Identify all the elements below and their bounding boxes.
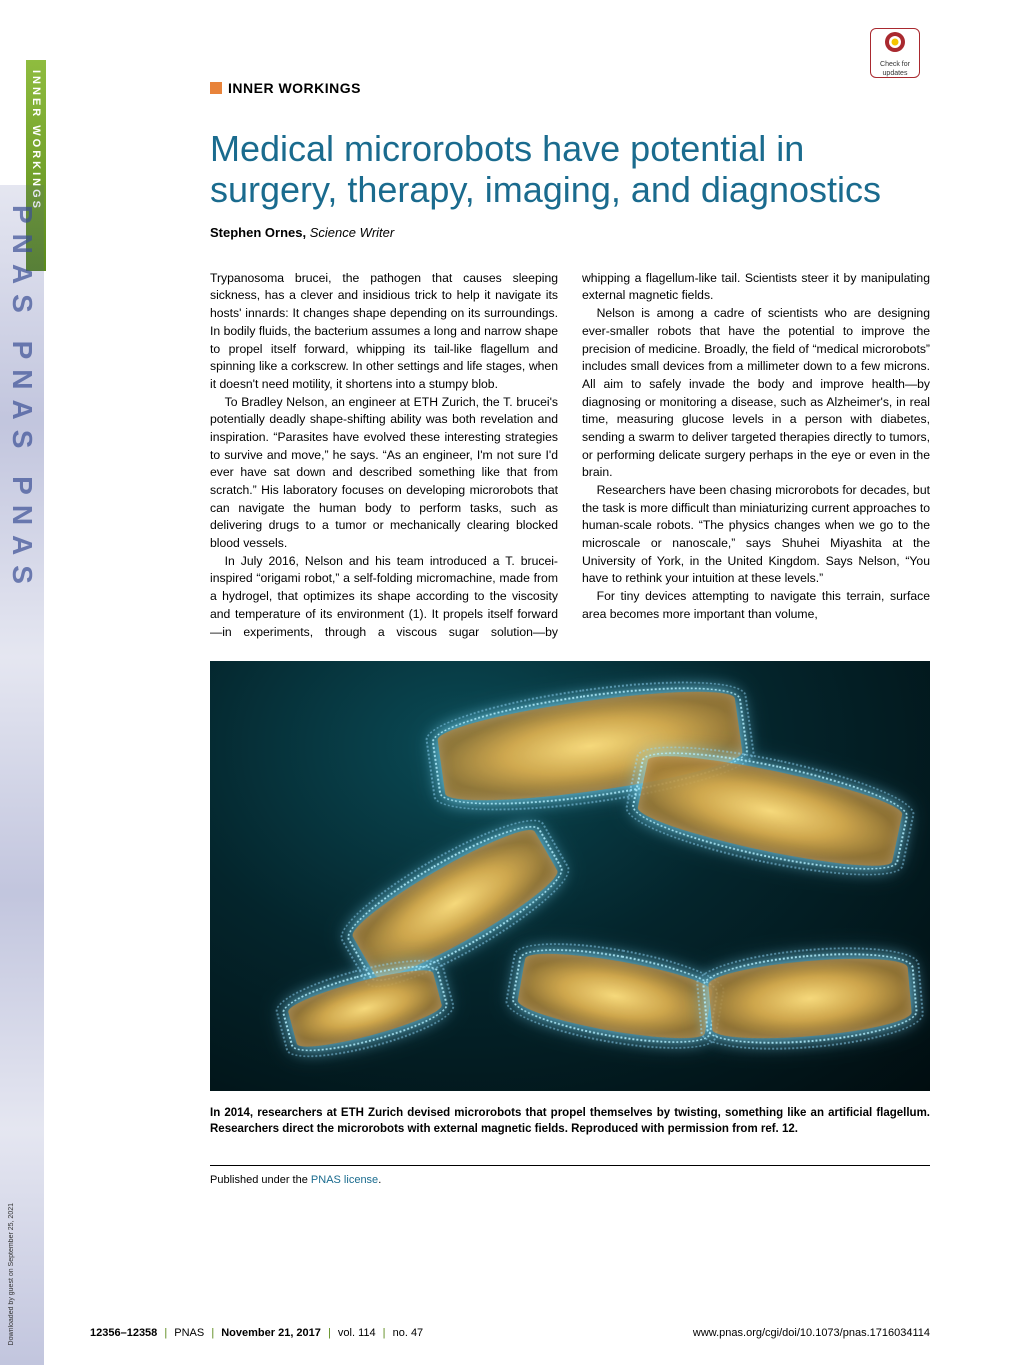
figure-caption: In 2014, researchers at ETH Zurich devis… — [210, 1105, 930, 1137]
section-label: INNER WORKINGS — [210, 80, 930, 96]
figure: In 2014, researchers at ETH Zurich devis… — [210, 661, 930, 1137]
page-footer: 12356–12358 | PNAS | November 21, 2017 |… — [90, 1327, 930, 1339]
author-role: Science Writer — [310, 225, 395, 240]
license-prefix: Published under the — [210, 1174, 311, 1186]
body-paragraph: For tiny devices attempting to navigate … — [582, 588, 930, 623]
microrobot-helix-icon — [285, 963, 444, 1055]
microrobot-helix-icon — [635, 745, 906, 877]
article-body: Trypanosoma brucei, the pathogen that ca… — [210, 270, 930, 641]
footer-left: 12356–12358 | PNAS | November 21, 2017 |… — [90, 1327, 423, 1339]
section-label-text: INNER WORKINGS — [228, 80, 361, 96]
footer-doi: www.pnas.org/cgi/doi/10.1073/pnas.171603… — [693, 1327, 930, 1339]
left-sidebar: INNER WORKINGS PNAS PNAS PNAS Downloaded… — [0, 0, 44, 1365]
figure-image — [210, 661, 930, 1091]
body-paragraph: Trypanosoma brucei, the pathogen that ca… — [210, 270, 558, 394]
footer-pages: 12356–12358 — [90, 1327, 157, 1339]
section-square-icon — [210, 82, 222, 94]
footer-date: November 21, 2017 — [221, 1327, 321, 1339]
article-content: INNER WORKINGS Medical microrobots have … — [210, 30, 930, 1186]
footer-brand: PNAS — [174, 1327, 204, 1339]
microrobot-helix-icon — [707, 953, 913, 1045]
pnas-vertical-brand: PNAS PNAS PNAS — [0, 185, 44, 1365]
body-paragraph: Researchers have been chasing microrobot… — [582, 482, 930, 588]
license-suffix: . — [378, 1174, 381, 1186]
byline: Stephen Ornes, Science Writer — [210, 225, 930, 240]
body-paragraph: Nelson is among a cadre of scientists wh… — [582, 305, 930, 482]
body-paragraph: To Bradley Nelson, an engineer at ETH Zu… — [210, 394, 558, 553]
microrobot-helix-icon — [515, 945, 714, 1047]
license-link[interactable]: PNAS license — [311, 1174, 378, 1186]
footer-vol: vol. 114 — [338, 1327, 376, 1339]
download-note: Downloaded by guest on September 25, 202… — [8, 1203, 15, 1345]
article-title: Medical microrobots have potential in su… — [210, 128, 930, 211]
author-name: Stephen Ornes, — [210, 225, 306, 240]
footer-no: no. 47 — [393, 1327, 424, 1339]
license-line: Published under the PNAS license. — [210, 1165, 930, 1186]
